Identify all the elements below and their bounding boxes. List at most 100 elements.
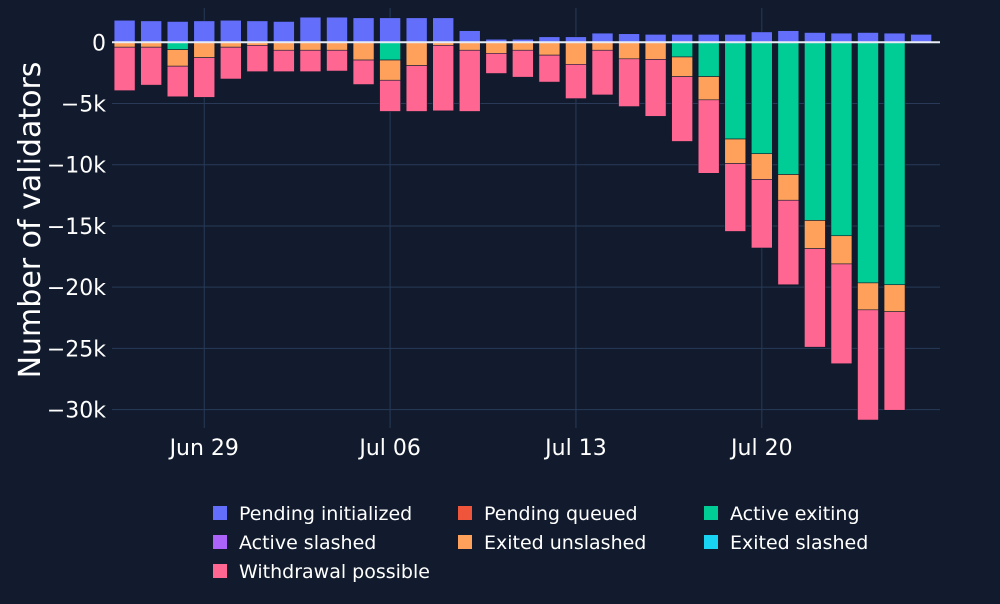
bar-segment: [697, 41, 720, 77]
bar-segment: [220, 46, 242, 80]
bar-segment: [724, 138, 747, 164]
bar-segment: [830, 41, 853, 237]
legend-item[interactable]: Exited slashed: [704, 532, 868, 554]
bar-segment: [273, 21, 295, 43]
legend-item[interactable]: Withdrawal possible: [213, 561, 430, 583]
bar-segment: [432, 45, 455, 112]
y-tick-label: −10k: [47, 154, 106, 179]
bar-segment: [804, 248, 826, 348]
bar-segment: [405, 17, 428, 43]
bar-segment: [113, 19, 136, 43]
legend-swatch: [704, 506, 718, 520]
bar-segment: [857, 282, 879, 311]
bar-segment: [379, 17, 401, 43]
bar-segment: [326, 49, 348, 72]
legend-item[interactable]: Pending queued: [458, 503, 638, 525]
bar-segment: [113, 46, 136, 91]
legend-swatch: [704, 535, 718, 549]
bar-segment: [883, 311, 906, 411]
bar-segment: [458, 30, 481, 43]
bar-segment: [750, 41, 773, 155]
bar-segment: [512, 49, 534, 78]
bar-segment: [432, 17, 455, 43]
legend-label: Pending queued: [484, 503, 638, 525]
bar-segment: [458, 41, 481, 51]
bar-segment: [591, 41, 614, 51]
bar-segment: [857, 309, 879, 421]
legend-label: Active exiting: [730, 503, 860, 525]
x-axis: Jun 29 Jul 06 Jul 13 Jul 20: [168, 436, 793, 461]
bar-segment: [750, 31, 773, 43]
bar-segment: [857, 41, 879, 284]
bar-segment: [804, 41, 826, 221]
bar-segment: [644, 41, 667, 60]
bar-segment: [830, 32, 853, 43]
bar-segment: [910, 34, 932, 43]
x-tick-label: Jul 06: [357, 436, 421, 461]
bar-segment: [697, 34, 720, 43]
bar-segment: [777, 199, 800, 286]
x-tick-label: Jul 13: [543, 436, 607, 461]
y-axis-title: Number of validators: [13, 62, 48, 379]
bar-segment: [644, 34, 667, 43]
legend-item[interactable]: Pending initialized: [213, 503, 412, 525]
bar-segment: [618, 33, 640, 43]
bar-segment: [671, 76, 693, 142]
legend: Pending initialized Pending queued Active …: [213, 503, 868, 583]
bar-segment: [405, 65, 428, 112]
bar-segment: [299, 16, 322, 43]
bar-segment: [591, 32, 614, 43]
bar-segment: [246, 20, 269, 43]
x-tick-label: Jul 20: [729, 436, 793, 461]
bar-segment: [485, 41, 508, 54]
bar-segment: [140, 20, 162, 43]
bar-segment: [299, 41, 322, 51]
bar-segment: [777, 30, 800, 43]
bar-segment: [538, 54, 561, 83]
legend-item[interactable]: Active exiting: [704, 503, 860, 525]
bar-segment: [565, 41, 587, 65]
bar-segment: [273, 41, 295, 51]
bar-segment: [804, 220, 826, 249]
bar-segment: [512, 41, 534, 51]
legend-swatch: [458, 535, 472, 549]
bar-segment: [830, 263, 853, 365]
bar-segment: [352, 17, 375, 43]
bar-segment: [857, 32, 879, 43]
bar-segment: [804, 32, 826, 43]
legend-label: Exited unslashed: [484, 532, 646, 554]
bar-segment: [671, 56, 693, 77]
bar-segment: [379, 79, 401, 112]
bar-segment: [140, 46, 162, 86]
bar-segment: [326, 41, 348, 51]
y-tick-label: −5k: [61, 93, 106, 118]
bar-segment: [644, 59, 667, 117]
bar-segment: [352, 59, 375, 85]
y-tick-label: −15k: [47, 215, 106, 240]
legend-item[interactable]: Exited unslashed: [458, 532, 646, 554]
bar-segment: [326, 16, 348, 43]
x-tick-label: Jun 29: [168, 436, 239, 461]
bar-segment: [193, 57, 216, 98]
bar-segment: [379, 59, 401, 81]
bar-segment: [777, 41, 800, 175]
bars: [113, 16, 932, 421]
bar-segment: [750, 153, 773, 180]
bar-segment: [220, 19, 242, 43]
bar-segment: [883, 41, 906, 286]
bar-segment: [352, 41, 375, 61]
bar-segment: [166, 41, 189, 50]
bar-segment: [538, 41, 561, 56]
bar-segment: [697, 99, 720, 174]
gridlines: [112, 8, 940, 428]
y-axis: 0 −5k −10k −15k −20k −25k −30k: [47, 31, 106, 423]
legend-item[interactable]: Active slashed: [213, 532, 376, 554]
bar-segment: [193, 41, 216, 58]
bar-segment: [697, 76, 720, 101]
bar-segment: [591, 49, 614, 96]
legend-swatch: [213, 506, 227, 520]
bar-segment: [458, 49, 481, 112]
legend-swatch: [213, 535, 227, 549]
